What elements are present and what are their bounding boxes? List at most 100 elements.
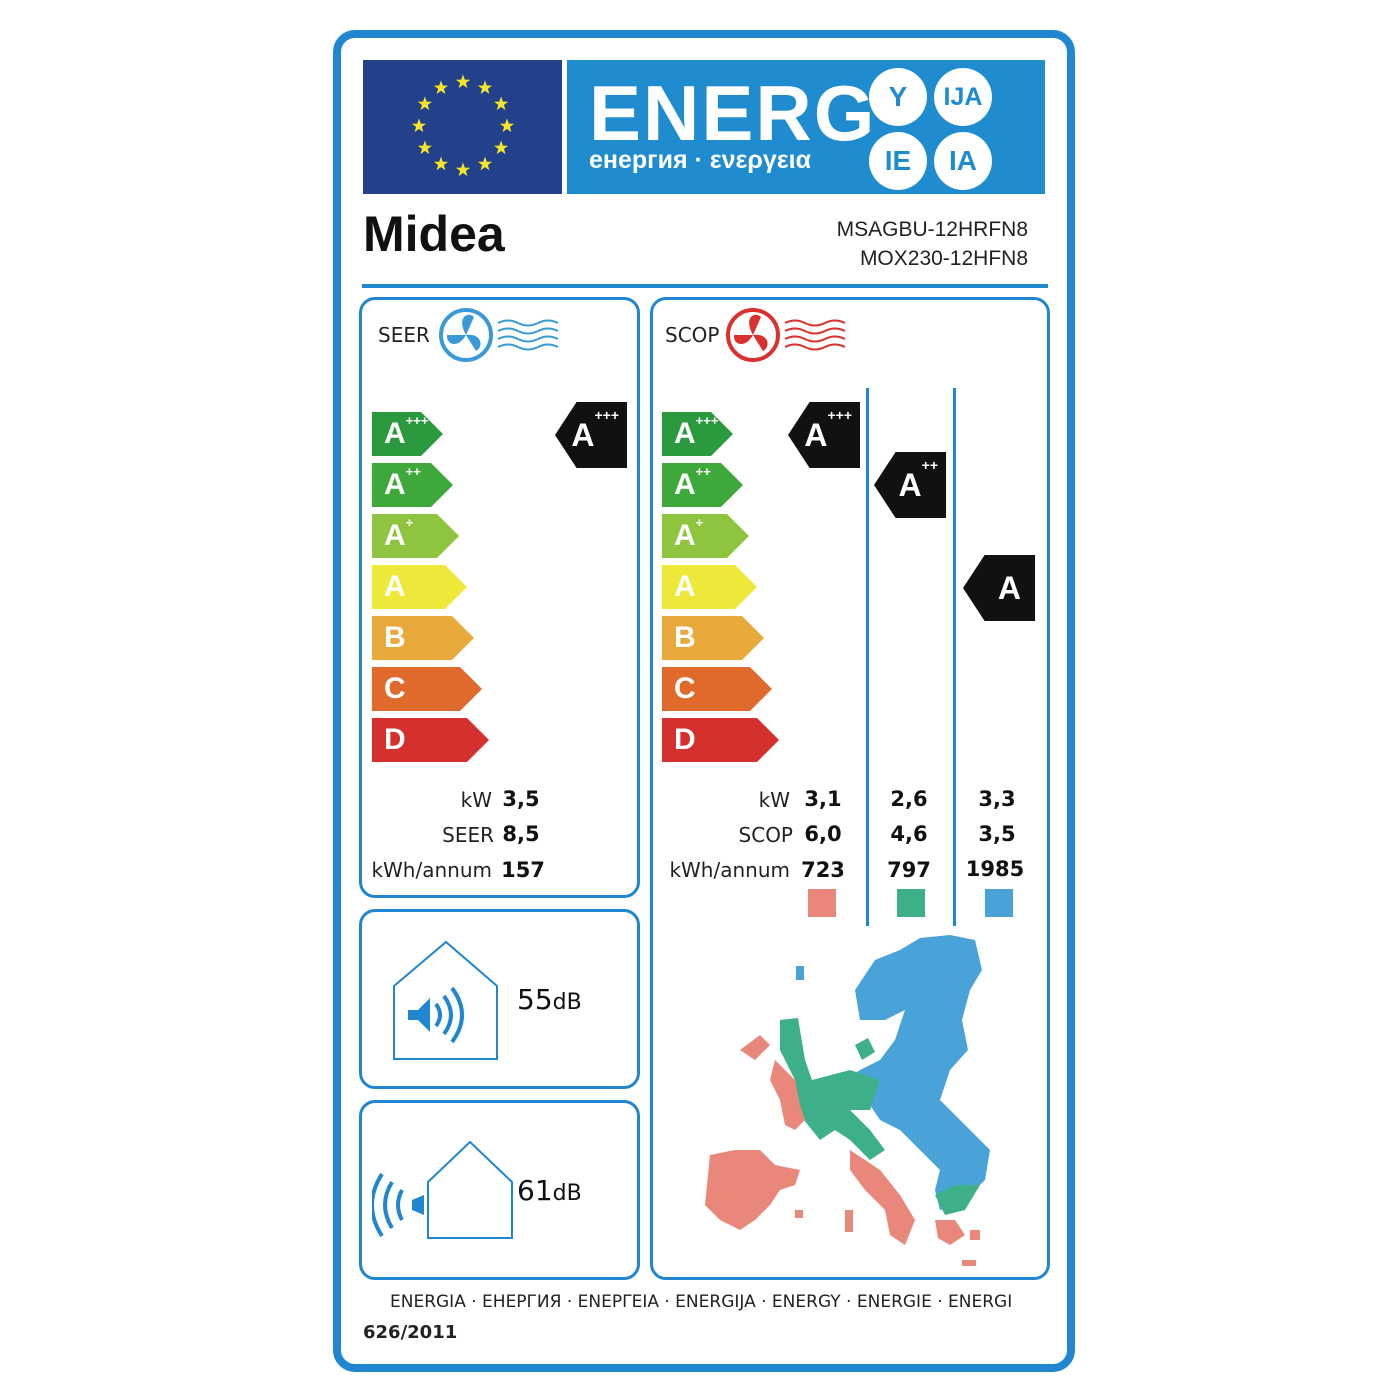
average-annual: 797 bbox=[887, 858, 931, 882]
colder-zone-swatch bbox=[985, 889, 1013, 917]
outdoor-noise-value: 61dB bbox=[517, 1174, 582, 1207]
cooling-seer-value: 8,5 bbox=[502, 822, 540, 846]
average-kw: 2,6 bbox=[890, 787, 928, 811]
indoor-db-unit: dB bbox=[552, 990, 582, 1015]
class-letter: A bbox=[674, 417, 696, 450]
heating-annual-label: kWh/annum bbox=[669, 858, 790, 882]
footer-languages: ENERGIA · ЕНЕРГИЯ · ΕΝΕΡΓΕΙΑ · ENERGIJA … bbox=[390, 1292, 1013, 1312]
colder-kw: 3,3 bbox=[978, 787, 1016, 811]
class-plus: + bbox=[405, 515, 414, 530]
star-icon bbox=[494, 96, 509, 111]
cooling-seer-label: SEER bbox=[442, 823, 494, 847]
star-icon bbox=[433, 80, 449, 94]
rating-base: A bbox=[571, 417, 595, 453]
colder-annual: 1985 bbox=[965, 857, 1025, 881]
star-icon bbox=[455, 162, 471, 177]
class-letter: C bbox=[384, 672, 406, 705]
warmer-zone-swatch bbox=[808, 889, 836, 917]
suffix-ija: IJA bbox=[934, 68, 992, 126]
label-frame bbox=[333, 30, 1075, 1372]
cooling-kw-label: kW bbox=[460, 788, 492, 812]
cooling-kw-value: 3,5 bbox=[502, 787, 540, 811]
class-letter: D bbox=[384, 723, 406, 756]
scop-title: SCOP bbox=[665, 323, 720, 347]
class-letter: A bbox=[384, 570, 406, 603]
warmer-kw: 3,1 bbox=[804, 787, 842, 811]
class-letter: A bbox=[384, 519, 406, 552]
class-letter: A bbox=[384, 468, 406, 501]
energy-subtitle: енергия · ενεργεια bbox=[589, 146, 811, 174]
star-icon bbox=[499, 118, 515, 133]
cooling-annual-value: 157 bbox=[501, 858, 545, 882]
class-letter: A bbox=[674, 570, 696, 603]
class-letter: B bbox=[384, 621, 406, 654]
europe-climate-map bbox=[705, 935, 990, 1266]
average-zone-swatch bbox=[897, 889, 925, 917]
class-plus: +++ bbox=[405, 413, 429, 428]
star-icon bbox=[411, 118, 427, 133]
zone-divider bbox=[866, 388, 869, 926]
rating-base: A bbox=[997, 570, 1021, 606]
regulation-number: 626/2011 bbox=[363, 1322, 458, 1343]
star-icon bbox=[417, 96, 432, 111]
indoor-noise-panel bbox=[359, 909, 640, 1089]
star-icon bbox=[455, 74, 471, 89]
class-letter: C bbox=[674, 672, 696, 705]
eu-flag-icon bbox=[363, 60, 562, 194]
rating-base: A bbox=[898, 467, 922, 503]
star-icon bbox=[417, 140, 432, 155]
warmer-zone-region bbox=[705, 1035, 980, 1266]
scop-class-bar: B bbox=[662, 616, 764, 660]
rating-base: A bbox=[804, 417, 828, 453]
energy-banner: ENERG енергия · ενεργεια Y IJA IE IA bbox=[567, 60, 1045, 194]
class-letter: D bbox=[674, 723, 696, 756]
cooling-panel bbox=[359, 297, 640, 898]
class-letter: A bbox=[384, 417, 406, 450]
rating-sup: +++ bbox=[827, 407, 852, 423]
indoor-noise-value: 55dB bbox=[517, 983, 582, 1016]
heating-scop-label: SCOP bbox=[738, 823, 793, 847]
class-plus: ++ bbox=[405, 464, 421, 479]
warmer-annual: 723 bbox=[801, 858, 845, 882]
heating-kw-label: kW bbox=[758, 788, 790, 812]
outdoor-unit-speaker-icon bbox=[372, 1140, 513, 1239]
heating-fan-icon bbox=[726, 308, 846, 362]
model-outdoor: MOX230-12HFN8 bbox=[859, 247, 1028, 270]
class-letter: B bbox=[674, 621, 696, 654]
suffix-ie: IE bbox=[869, 132, 927, 190]
scop-class-bar: D bbox=[662, 718, 779, 762]
suffix-ia: IA bbox=[934, 132, 992, 190]
seer-class-bar: C bbox=[372, 667, 482, 711]
indoor-db-number: 55 bbox=[517, 983, 553, 1016]
star-icon bbox=[433, 156, 449, 171]
class-letter: A bbox=[674, 468, 696, 501]
outdoor-db-unit: dB bbox=[552, 1181, 582, 1206]
class-plus: +++ bbox=[695, 413, 719, 428]
indoor-unit-speaker-icon bbox=[393, 940, 498, 1060]
average-scop: 4,6 bbox=[890, 822, 928, 846]
class-plus: + bbox=[695, 515, 704, 530]
suffix-y: Y bbox=[869, 68, 927, 126]
zone-divider bbox=[953, 388, 956, 926]
seer-class-bar: A bbox=[372, 565, 467, 609]
brand-logo: Midea bbox=[363, 206, 505, 262]
seer-class-bar: B bbox=[372, 616, 474, 660]
outdoor-db-number: 61 bbox=[517, 1174, 553, 1207]
cooling-annual-label: kWh/annum bbox=[371, 858, 492, 882]
scop-class-bar: C bbox=[662, 667, 772, 711]
average-zone-region bbox=[780, 1018, 980, 1215]
star-icon bbox=[494, 140, 509, 155]
colder-scop: 3,5 bbox=[978, 822, 1016, 846]
divider bbox=[362, 284, 1048, 288]
class-plus: ++ bbox=[695, 464, 711, 479]
seer-title: SEER bbox=[378, 323, 430, 347]
model-indoor: MSAGBU-12HRFN8 bbox=[836, 218, 1028, 241]
rating-sup: ++ bbox=[921, 457, 938, 473]
seer-class-bar: D bbox=[372, 718, 489, 762]
outdoor-noise-panel bbox=[359, 1100, 640, 1280]
star-icon bbox=[477, 156, 493, 171]
cooling-fan-icon bbox=[439, 308, 559, 362]
warmer-scop: 6,0 bbox=[804, 822, 842, 846]
energy-title: ENERG bbox=[589, 69, 877, 157]
rating-sup: +++ bbox=[594, 407, 619, 423]
